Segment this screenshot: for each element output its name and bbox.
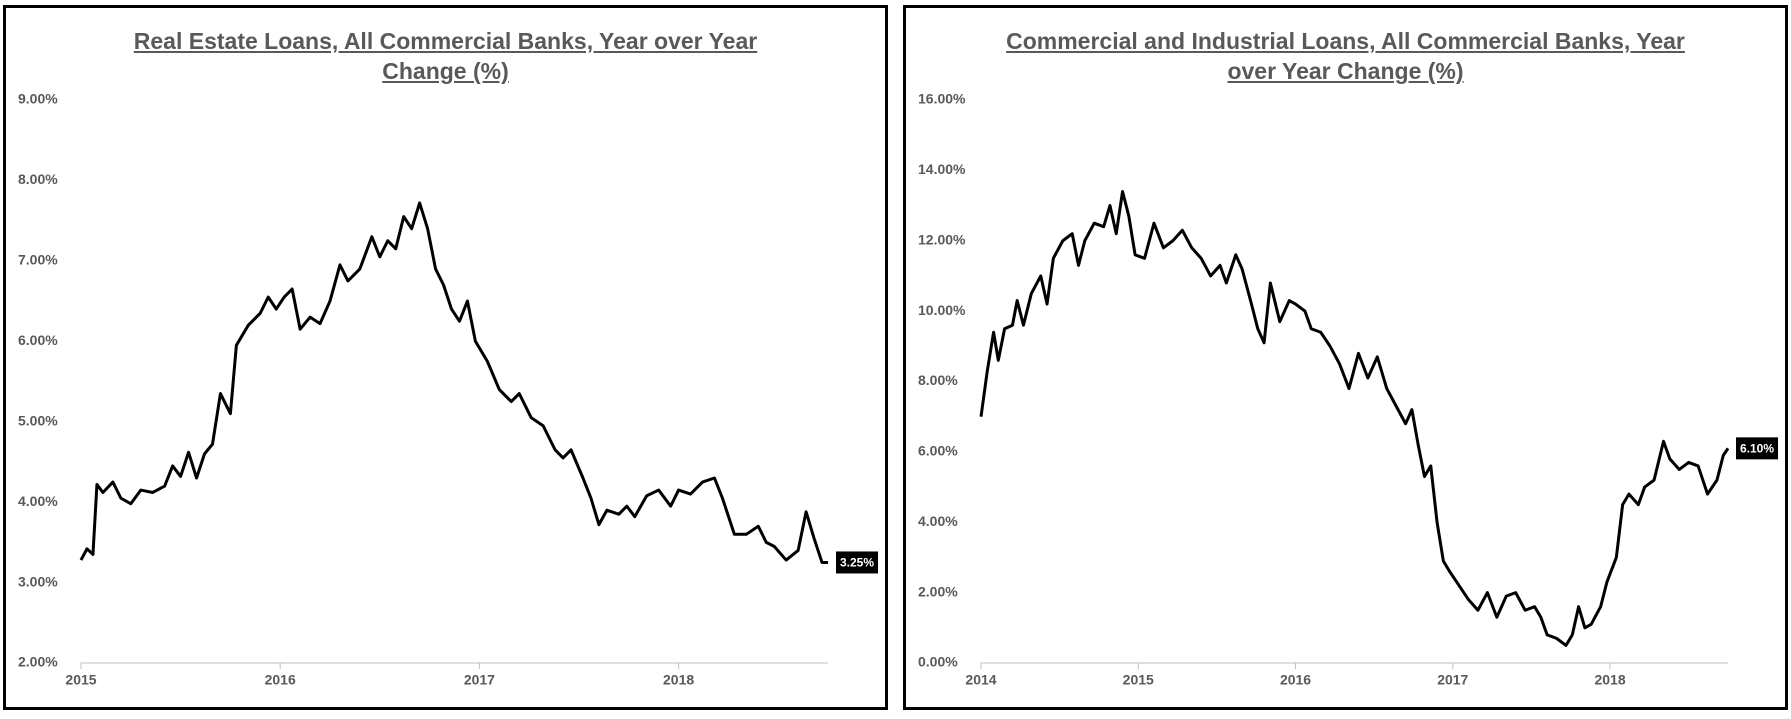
x-tick-label: 2015 [1123,672,1154,688]
y-tick-label: 3.00% [18,573,58,589]
x-tick-label: 2017 [1437,672,1468,688]
y-tick-label: 8.00% [18,171,58,187]
y-tick-label: 4.00% [18,493,58,509]
data-label-box [836,551,879,574]
chart-title: Real Estate Loans, All Commercial Banks,… [133,28,758,84]
y-tick-label: 0.00% [918,654,958,670]
y-tick-label: 9.00% [18,91,58,107]
x-tick-label: 2016 [265,672,296,688]
y-tick-label: 6.00% [918,443,958,459]
chart-panel: 0.00% 2.00% 4.00% 6.00% 8.00% 10.00% 12.00% 14.… [903,5,1788,710]
x-tick-label: 2018 [663,672,694,688]
chart-title: Commercial and Industrial Loans, All Com… [1006,28,1685,84]
y-tick-label: 2.00% [18,654,58,670]
chart-panel: 2.00% 3.00% 4.00% 5.00% 6.00% 7.00% 8.00% 9.00%… [3,5,888,710]
x-tick-label: 2018 [1594,672,1625,688]
data-label: 6.10% [1736,437,1779,460]
y-tick-label: 6.00% [18,332,58,348]
x-tick-label: 2017 [464,672,495,688]
y-tick-label: 8.00% [918,372,958,388]
y-tick-label: 12.00% [918,231,966,247]
chart: 2.00% 3.00% 4.00% 5.00% 6.00% 7.00% 8.00% 9.00%… [18,91,879,688]
x-tick-label: 2016 [1280,672,1311,688]
data-label-text: 3.25% [840,556,874,570]
x-tick-label: 2015 [65,672,96,688]
x-tick-label: 2014 [965,672,996,688]
y-tick-label: 4.00% [918,513,958,529]
y-tick-label: 14.00% [918,161,966,177]
line-series [979,189,1730,647]
y-tick-label: 2.00% [918,583,958,599]
y-tick-label: 7.00% [18,252,58,268]
line-series [79,201,828,564]
chart: 0.00% 2.00% 4.00% 6.00% 8.00% 10.00% 12.00% 14.… [918,91,1779,688]
data-label-box [1736,437,1779,460]
data-label: 3.25% [836,551,879,574]
y-tick-label: 16.00% [918,91,966,107]
data-label-text: 6.10% [1740,442,1774,456]
y-tick-label: 10.00% [918,302,966,318]
y-tick-label: 5.00% [18,412,58,428]
